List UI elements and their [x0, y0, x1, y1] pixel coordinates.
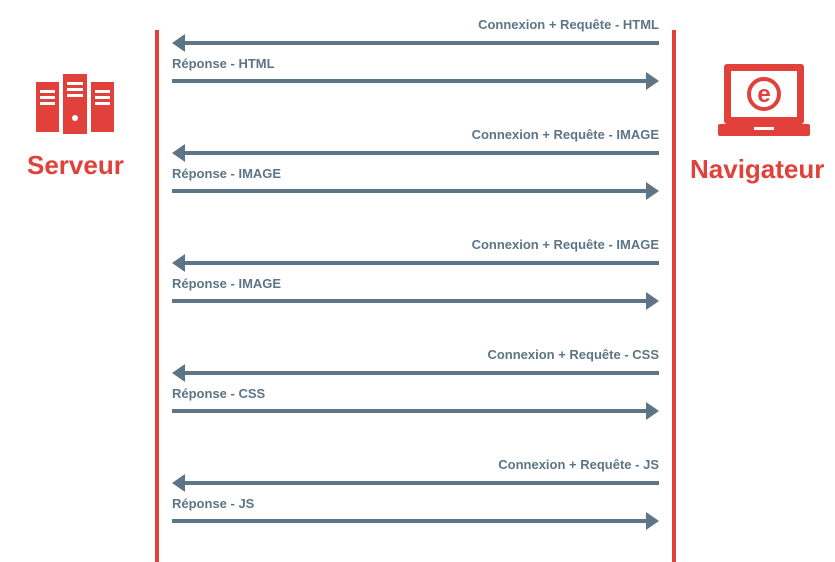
- svg-text:e: e: [757, 81, 770, 108]
- request-arrowhead: [172, 474, 185, 492]
- browser-label: Navigateur: [690, 154, 825, 184]
- server-label: Serveur: [27, 150, 124, 180]
- request-label: Connexion + Requête - HTML: [478, 17, 659, 32]
- response-label: Réponse - CSS: [172, 386, 266, 401]
- response-arrowhead: [646, 72, 659, 90]
- request-label: Connexion + Requête - JS: [498, 457, 659, 472]
- response-arrowhead: [646, 402, 659, 420]
- request-label: Connexion + Requête - IMAGE: [472, 237, 660, 252]
- response-arrowhead: [646, 512, 659, 530]
- response-label: Réponse - JS: [172, 496, 255, 511]
- response-arrowhead: [646, 182, 659, 200]
- laptop-browser-icon: e: [718, 64, 810, 136]
- browser-lifeline: [672, 30, 676, 562]
- request-arrowhead: [172, 34, 185, 52]
- response-label: Réponse - IMAGE: [172, 276, 281, 291]
- request-arrowhead: [172, 144, 185, 162]
- server-lifeline: [155, 30, 159, 562]
- request-arrowhead: [172, 364, 185, 382]
- request-label: Connexion + Requête - CSS: [487, 347, 659, 362]
- response-arrowhead: [646, 292, 659, 310]
- request-arrowhead: [172, 254, 185, 272]
- response-label: Réponse - IMAGE: [172, 166, 281, 181]
- request-label: Connexion + Requête - IMAGE: [472, 127, 660, 142]
- server-icon: [36, 74, 114, 134]
- response-label: Réponse - HTML: [172, 56, 275, 71]
